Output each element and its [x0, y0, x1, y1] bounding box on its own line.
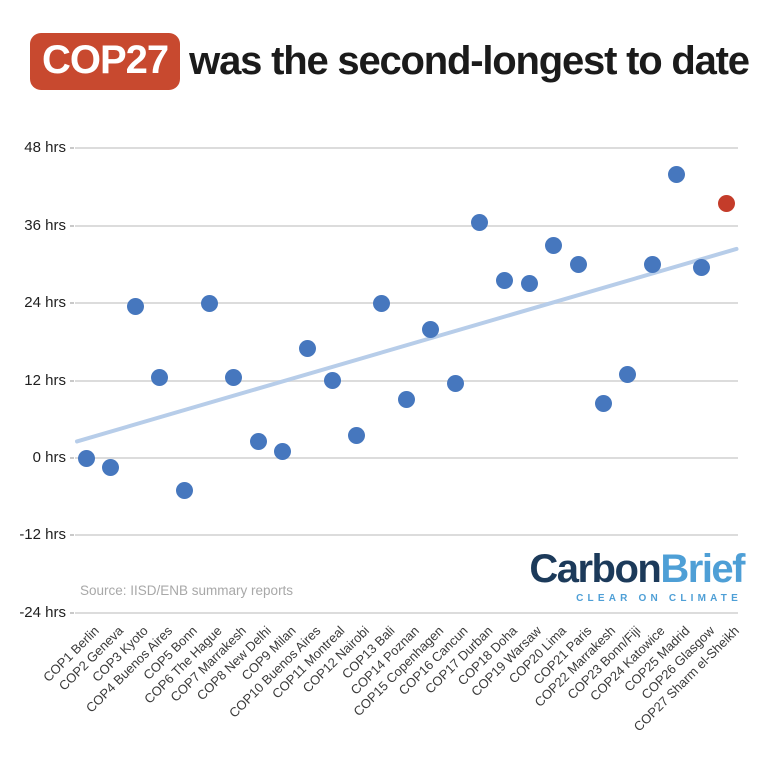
logo-carbon: Carbon	[529, 547, 662, 591]
data-point	[397, 391, 415, 409]
gridline	[75, 302, 738, 305]
y-axis-tick	[70, 147, 74, 150]
data-point	[372, 294, 390, 312]
data-point	[496, 272, 514, 290]
data-point	[175, 481, 193, 499]
logo-brief: Brief	[660, 547, 745, 591]
y-axis-label: 24 hrs	[24, 294, 66, 312]
data-point	[126, 297, 144, 315]
data-point	[471, 214, 489, 232]
logo-tagline: CLEAR ON CLIMATE	[576, 593, 742, 604]
page-title: COP27 was the second-longest to date	[30, 33, 750, 90]
y-axis-label: 12 hrs	[24, 371, 66, 389]
gridline	[75, 611, 738, 614]
data-point	[274, 443, 292, 461]
data-point	[422, 320, 440, 338]
y-axis-tick	[70, 457, 74, 459]
y-axis-label: 0 hrs	[32, 449, 66, 466]
data-point	[200, 294, 218, 312]
data-point	[151, 368, 169, 386]
title-highlight-badge: COP27	[30, 33, 181, 90]
data-point	[225, 368, 243, 386]
data-point	[348, 426, 366, 444]
y-axis-label: -24 hrs	[19, 603, 66, 621]
gridline	[75, 379, 738, 382]
data-point	[594, 394, 612, 412]
y-axis-tick	[70, 302, 74, 305]
gridline	[75, 457, 738, 459]
data-point	[619, 365, 637, 383]
data-point	[693, 259, 710, 277]
data-point	[520, 275, 538, 293]
gridline	[75, 147, 738, 150]
carbonbrief-logo: CarbonBrief CLEAR ON CLIMATE	[529, 547, 745, 604]
data-point	[102, 459, 120, 477]
data-point	[545, 236, 563, 254]
data-point	[77, 449, 95, 467]
gridline	[75, 224, 738, 227]
data-point	[323, 372, 341, 390]
data-point	[668, 165, 686, 183]
y-axis-label: 36 hrs	[24, 216, 66, 234]
y-axis-tick	[70, 611, 74, 614]
y-axis-label: 48 hrs	[24, 139, 66, 157]
source-note: Source: IISD/ENB summary reports	[80, 583, 294, 598]
data-point	[569, 256, 587, 273]
data-point	[643, 256, 661, 273]
y-axis-tick	[70, 379, 74, 382]
y-axis-label: -12 hrs	[19, 526, 66, 544]
y-axis-tick	[70, 224, 74, 227]
data-point	[249, 433, 267, 451]
gridline	[75, 534, 738, 537]
trend-line	[74, 246, 739, 444]
data-point	[446, 375, 464, 393]
data-point	[299, 339, 317, 357]
y-axis-tick	[70, 534, 74, 537]
title-text: was the second-longest to date	[189, 39, 750, 83]
data-point-highlight	[717, 194, 735, 212]
logo-wordmark: CarbonBrief	[529, 547, 745, 591]
